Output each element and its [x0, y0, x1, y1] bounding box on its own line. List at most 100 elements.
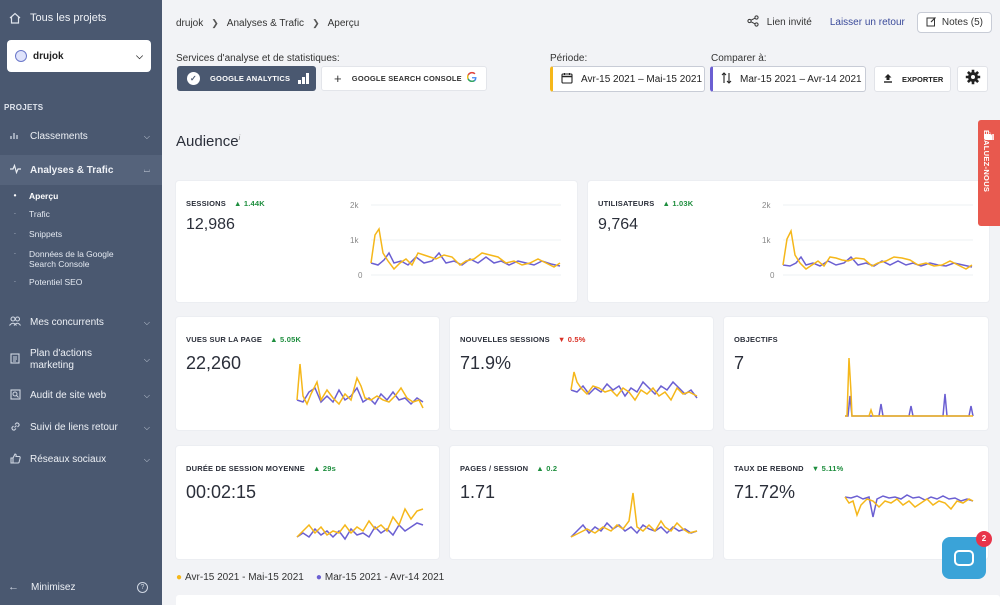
sidebar-subitem-label: Trafic	[29, 209, 50, 219]
project-name: drujok	[33, 50, 64, 62]
header-actions: Lien invité Laisser un retour Notes (5)	[747, 12, 992, 33]
gear-icon	[965, 69, 981, 89]
metric-card-pageviews[interactable]: VUES SUR LA PAGE ▲ 5.05K 22,260	[176, 317, 439, 430]
info-icon[interactable]: i	[238, 135, 241, 142]
metric-card-goals[interactable]: OBJECTIFS 7	[724, 317, 988, 430]
axis-tick-label: 0	[358, 271, 363, 280]
legend-item-previous[interactable]: ● Mar-15 2021 - Avr-14 2021	[315, 572, 445, 583]
axis-tick-label: 2k	[350, 201, 359, 210]
swap-arrows-icon	[721, 71, 732, 87]
bullet-icon: •	[13, 191, 17, 200]
sparkline-sessions: 2k 1k 0	[350, 201, 561, 280]
google-analytics-label: GOOGLE ANALYTICS	[210, 74, 291, 83]
sidebar-item-classements[interactable]: Classements ⌵	[0, 124, 162, 149]
sidebar-item-analyses[interactable]: Analyses & Trafic ⌴	[0, 155, 162, 185]
all-projects-link[interactable]: Tous les projets	[0, 0, 162, 36]
metric-value: 12,986	[186, 216, 235, 233]
project-select[interactable]: drujok ⌵	[7, 40, 151, 72]
chart-legend: ● Avr-15 2021 - Mai-15 2021 ● Mar-15 202…	[176, 572, 456, 583]
upload-icon	[883, 73, 893, 86]
period-label: Période:	[550, 53, 588, 64]
breadcrumb-project[interactable]: drujok	[176, 17, 204, 29]
chevron-down-icon: ⌵	[143, 131, 150, 141]
compare-value: Mar-15 2021 – Avr-14 2021	[740, 73, 862, 85]
chevron-down-icon: ⌵	[136, 51, 143, 61]
breadcrumb: drujok ❯ Analyses & Trafic ❯ Aperçu Lien…	[162, 0, 1000, 46]
metric-delta: ▼ 5.11%	[811, 464, 844, 473]
chat-icon	[954, 550, 974, 566]
list-icon	[8, 352, 22, 368]
rate-us-label: ÉVALUEZ-NOUS	[982, 130, 991, 193]
sidebar-item-competitors[interactable]: Mes concurrents ⌵	[0, 310, 162, 335]
breadcrumb-section[interactable]: Analyses & Trafic	[226, 17, 305, 29]
guest-link-label: Lien invité	[766, 17, 812, 28]
sidebar-item-label: Plan d'actions marketing	[30, 348, 92, 371]
notes-button[interactable]: Notes (5)	[916, 12, 992, 33]
metric-value: 7	[734, 353, 745, 373]
legend-item-current[interactable]: ● Avr-15 2021 - Mai-15 2021	[176, 572, 304, 583]
guest-link-button[interactable]: Lien invité	[747, 15, 812, 30]
metric-value: 71.72%	[734, 482, 796, 502]
export-button[interactable]: EXPORTER	[874, 66, 951, 92]
sidebar-item-social[interactable]: Réseaux sociaux ⌵	[0, 447, 162, 472]
edit-icon	[926, 16, 937, 30]
legend-dot-icon: ●	[176, 572, 183, 583]
metric-label: VUES SUR LA PAGE ▲ 5.05K	[186, 335, 302, 344]
sidebar-item-marketing-plan[interactable]: Plan d'actions marketing ⌵	[0, 341, 162, 379]
metric-card-users[interactable]: UTILISATEURS ▲ 1.03K 9,764 2k 1k 0	[588, 181, 989, 302]
metric-card-sessions[interactable]: SESSIONS ▲ 1.44K 12,986 2k 1k 0	[176, 181, 577, 302]
plus-icon: +	[334, 71, 342, 86]
chat-badge: 2	[976, 531, 992, 547]
audience-title-text: Audience	[176, 133, 239, 150]
bullet-icon: ·	[13, 277, 17, 286]
period-picker[interactable]: Avr-15 2021 – Mai-15 2021	[550, 66, 705, 92]
sidebar-subitem-apercu[interactable]: • Aperçu	[0, 185, 162, 205]
export-label: EXPORTER	[902, 74, 944, 84]
google-search-console-button[interactable]: + GOOGLE SEARCH CONSOLE	[321, 66, 487, 91]
pulse-icon	[8, 163, 22, 177]
sidebar-item-backlinks[interactable]: Suivi de liens retour ⌵	[0, 415, 162, 440]
axis-tick-label: 0	[770, 271, 775, 280]
chevron-up-icon: ⌴	[143, 165, 150, 174]
metric-delta: ▼ 0.5%	[557, 335, 586, 344]
google-logo-icon	[466, 71, 478, 86]
sidebar-subitem-trafic[interactable]: · Trafic	[0, 205, 162, 225]
sidebar-subitem-seo-potential[interactable]: · Potentiel SEO	[0, 273, 162, 293]
google-analytics-button[interactable]: ✓ GOOGLE ANALYTICS	[177, 66, 316, 91]
bullet-icon: ·	[13, 229, 17, 238]
metric-card-avg-session-duration[interactable]: DURÉE DE SESSION MOYENNE ▲ 29s 00:02:15	[176, 446, 439, 559]
metric-value: 00:02:15	[186, 482, 257, 502]
metric-label: UTILISATEURS ▲ 1.03K	[598, 199, 694, 208]
settings-button[interactable]	[957, 66, 988, 92]
check-icon: ✓	[187, 72, 200, 85]
metric-label: SESSIONS ▲ 1.44K	[186, 199, 265, 208]
sparkline-bounce-rate	[844, 494, 974, 518]
minimize-button[interactable]: ← Minimisez ?	[0, 577, 162, 597]
sidebar-subitem-gsc-data[interactable]: · Données de la Google Search Console	[0, 245, 162, 273]
feedback-link[interactable]: Laisser un retour	[829, 17, 905, 28]
globe-icon	[15, 50, 27, 62]
hand-icon	[983, 130, 995, 220]
sparkline-new-sessions	[570, 371, 698, 402]
sidebar-subitem-snippets[interactable]: · Snippets	[0, 225, 162, 245]
sidebar-item-site-audit[interactable]: Audit de site web ⌵	[0, 383, 162, 408]
metric-card-pages-per-session[interactable]: PAGES / SESSION ▲ 0.2 1.71	[450, 446, 713, 559]
chat-widget-button[interactable]: 2	[942, 531, 992, 579]
bar-chart-icon	[8, 130, 22, 143]
help-icon[interactable]: ?	[137, 581, 148, 593]
metric-card-new-sessions[interactable]: NOUVELLES SESSIONS ▼ 0.5% 71.9%	[450, 317, 713, 430]
sidebar-item-label: Analyses & Trafic	[30, 164, 114, 176]
sidebar-item-label: Mes concurrents	[30, 317, 104, 328]
metric-label: NOUVELLES SESSIONS ▼ 0.5%	[460, 335, 586, 344]
sidebar-nav: Classements ⌵ Analyses & Trafic ⌴ • Aper…	[0, 124, 162, 472]
sidebar-item-label: Classements	[30, 131, 88, 142]
home-icon	[8, 11, 22, 25]
sparkline-pages-per-session	[570, 492, 698, 538]
metric-delta: ▲ 1.03K	[662, 199, 694, 208]
compare-picker[interactable]: Mar-15 2021 – Avr-14 2021	[710, 66, 866, 92]
google-analytics-logo-icon	[298, 73, 310, 84]
next-section-card	[176, 595, 1000, 605]
sidebar-subitem-label: Données de la Google Search Console	[29, 249, 114, 269]
chevron-right-icon: ❯	[211, 17, 219, 28]
rate-us-tab[interactable]: ÉVALUEZ-NOUS	[978, 120, 1000, 226]
